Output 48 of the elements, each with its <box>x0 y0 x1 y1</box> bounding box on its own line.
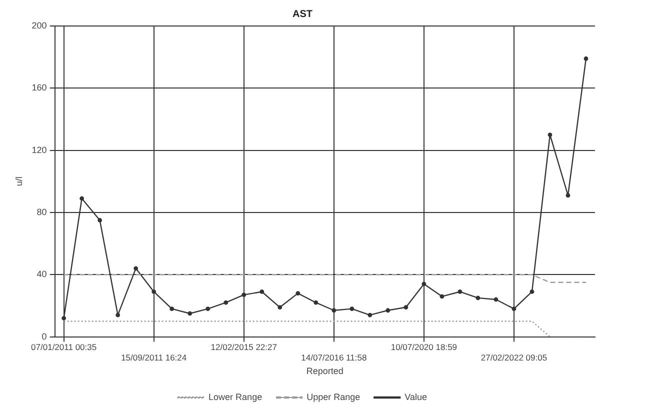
x-tick-label: 12/02/2015 22:27 <box>210 342 278 352</box>
point <box>566 193 570 198</box>
point <box>224 300 228 305</box>
point <box>350 306 354 312</box>
y-tick-label: 120 <box>32 144 47 155</box>
point <box>80 196 84 201</box>
point <box>494 297 498 302</box>
y-tick-label: 160 <box>32 82 47 93</box>
point <box>332 308 336 313</box>
chart-title: AST <box>292 8 312 20</box>
point <box>530 290 534 294</box>
legend-label: Upper Range <box>306 392 360 402</box>
point <box>368 312 372 318</box>
point <box>386 308 390 313</box>
point <box>188 311 192 316</box>
point <box>512 306 516 312</box>
point <box>152 290 156 294</box>
point <box>476 296 480 300</box>
point <box>440 294 444 299</box>
x-tick-label: 15/09/2011 16:24 <box>121 352 187 362</box>
point <box>422 282 426 286</box>
point <box>62 316 66 320</box>
point <box>98 218 102 222</box>
x-tick-label: 27/02/2022 09:05 <box>480 352 548 362</box>
point <box>548 132 552 137</box>
point <box>260 290 264 294</box>
point <box>116 312 120 318</box>
point <box>404 305 408 310</box>
y-tick-label: 80 <box>36 206 47 217</box>
x-axis-title: Reported <box>306 366 344 376</box>
point <box>278 305 282 310</box>
x-tick-label: 07/01/2011 00:35 <box>31 342 97 352</box>
point <box>170 306 174 312</box>
point <box>134 266 138 271</box>
y-tick-label: 200 <box>32 20 47 30</box>
x-tick-label: 14/07/2016 11:58 <box>301 352 367 362</box>
y-tick-label: 40 <box>36 269 47 280</box>
legend-label: Lower Range <box>208 392 262 402</box>
x-tick-label: 10/07/2020 18:59 <box>390 342 458 352</box>
point <box>296 291 300 296</box>
point <box>242 292 246 298</box>
y-tick-label: 0 <box>42 331 47 342</box>
point <box>206 306 210 312</box>
legend-label: Value <box>404 392 427 402</box>
point <box>458 290 462 294</box>
y-axis-title: u/l <box>14 176 24 186</box>
point <box>584 56 588 61</box>
point <box>314 300 318 305</box>
